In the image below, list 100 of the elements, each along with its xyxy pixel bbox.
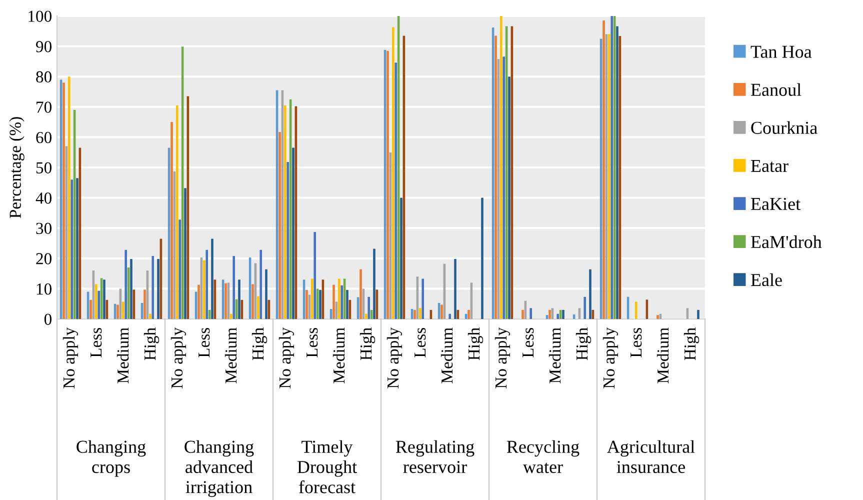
bar	[170, 122, 173, 319]
bar	[500, 16, 502, 319]
bar	[184, 188, 186, 319]
bar	[90, 300, 92, 319]
bar	[414, 310, 416, 319]
text: Agricultural insurance	[607, 440, 695, 474]
x-tick-label: Less	[414, 328, 426, 358]
text: Timely Drought forecast	[297, 440, 357, 494]
bar	[76, 178, 78, 319]
bar	[530, 308, 532, 319]
y-tick-label: 60	[36, 132, 52, 144]
bar	[454, 259, 456, 319]
bar	[386, 50, 389, 319]
bar	[70, 180, 73, 319]
x-tick-label: Less	[522, 328, 534, 358]
y-tick-label: 70	[36, 102, 52, 113]
bar	[562, 310, 564, 319]
bar	[360, 269, 362, 319]
bar	[206, 250, 208, 319]
bar	[116, 304, 119, 319]
bar	[440, 304, 443, 319]
bar	[419, 308, 422, 319]
x-tick-label: Medium	[332, 328, 345, 384]
bar	[508, 76, 510, 319]
x-tick-label: Medium	[440, 328, 453, 384]
bar	[589, 269, 592, 319]
bar	[260, 250, 262, 319]
x-tick-label: No apply	[602, 327, 618, 388]
x-tick-label: No apply	[494, 327, 510, 388]
bar	[257, 296, 260, 319]
bar	[211, 238, 214, 319]
y-tick-label: 80	[36, 71, 52, 83]
bar	[556, 314, 559, 319]
bar	[602, 20, 605, 319]
bar	[224, 283, 227, 319]
x-tick-label: No apply	[62, 327, 78, 388]
x-tick-label: High	[144, 328, 160, 360]
y-tick-label: 40	[36, 192, 52, 204]
bar	[103, 280, 106, 319]
bar	[314, 232, 316, 319]
y-tick-label: 0	[44, 314, 52, 325]
bar	[635, 302, 638, 319]
bar	[157, 259, 160, 319]
bar	[481, 198, 484, 319]
legend-label: EaM'droh	[750, 235, 822, 248]
bar	[230, 314, 232, 319]
legend-label: Eatar	[750, 160, 788, 172]
bar	[422, 278, 424, 319]
x-tick-label: Less	[306, 328, 318, 358]
x-tick-label: High	[468, 328, 484, 360]
legend-label: Courknia	[751, 121, 818, 134]
bar	[400, 198, 402, 319]
bar	[365, 314, 368, 319]
bar	[584, 296, 586, 319]
x-tick-label: Less	[198, 328, 210, 358]
bar	[340, 285, 343, 319]
y-axis-title: Percentage (%)	[9, 117, 24, 218]
text: Changing crops	[76, 440, 146, 477]
bar	[292, 148, 294, 319]
bar	[502, 56, 505, 319]
bar	[656, 315, 659, 319]
x-tick-label: High	[360, 328, 376, 360]
bar	[306, 290, 308, 319]
bar	[319, 290, 322, 319]
bar	[149, 314, 152, 319]
bar	[152, 256, 154, 319]
bar	[278, 132, 281, 319]
x-tick-label: Medium	[116, 328, 129, 384]
legend-label: Eanoul	[750, 83, 802, 96]
bar	[373, 248, 376, 319]
x-tick-label: High	[576, 328, 592, 360]
legend-label: Tan Hoa	[750, 46, 812, 58]
bar	[394, 62, 397, 319]
bar	[610, 16, 613, 319]
bar	[122, 302, 124, 319]
bar	[346, 290, 348, 319]
y-tick-label: 10	[36, 283, 52, 295]
bar	[95, 284, 98, 319]
bar	[697, 310, 700, 319]
x-tick-label: Medium	[224, 328, 237, 384]
bar	[144, 290, 146, 319]
bar	[284, 105, 286, 319]
x-tick-label: Less	[90, 328, 102, 358]
y-tick-label: 20	[36, 253, 52, 264]
bar	[198, 284, 200, 319]
bar	[338, 278, 340, 319]
y-tick-label: 100	[28, 10, 52, 22]
bar	[332, 284, 335, 319]
text: Regulating reservoir	[396, 440, 474, 474]
x-tick-label: No apply	[278, 327, 294, 388]
bar	[124, 250, 127, 319]
x-tick-label: No apply	[386, 327, 402, 388]
x-tick-label: Less	[630, 328, 642, 358]
bar	[238, 280, 240, 319]
bar	[286, 162, 289, 319]
bar	[252, 284, 254, 319]
bar	[130, 259, 132, 319]
bar	[368, 296, 370, 319]
bar	[265, 269, 268, 319]
y-tick-label: 90	[36, 41, 52, 52]
